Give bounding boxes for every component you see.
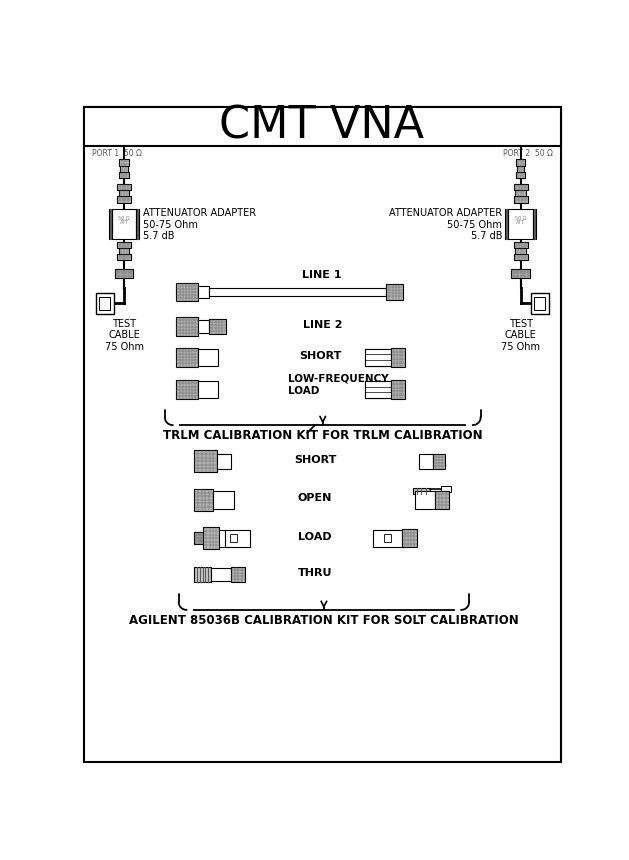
Bar <box>413 488 430 494</box>
Bar <box>442 486 450 492</box>
Text: LINE 1: LINE 1 <box>302 269 342 280</box>
Text: CMT VNA: CMT VNA <box>220 105 425 148</box>
Text: TEST
CABLE
75 Ohm: TEST CABLE 75 Ohm <box>104 319 143 352</box>
Bar <box>391 348 405 366</box>
Bar <box>514 242 528 248</box>
Bar <box>209 319 226 335</box>
Text: AGILENT 85036B CALIBRATION KIT FOR SOLT CALIBRATION: AGILENT 85036B CALIBRATION KIT FOR SOLT … <box>129 614 519 627</box>
Text: ATT: ATT <box>120 220 128 225</box>
Text: SHORT: SHORT <box>294 455 337 464</box>
Text: TRLM CALIBRATION KIT FOR TRLM CALIBRATION: TRLM CALIBRATION KIT FOR TRLM CALIBRATIO… <box>163 429 482 442</box>
Bar <box>365 349 391 366</box>
Text: PORT 1  50 Ω: PORT 1 50 Ω <box>92 150 142 158</box>
Bar <box>511 268 530 278</box>
Bar <box>109 210 112 239</box>
Bar <box>117 196 131 203</box>
Text: PORT 2  50 Ω: PORT 2 50 Ω <box>503 150 553 158</box>
Bar <box>198 320 209 333</box>
Bar <box>531 293 549 314</box>
Bar <box>115 268 133 278</box>
Bar <box>533 210 536 239</box>
Bar <box>515 190 526 196</box>
Bar <box>119 190 130 196</box>
Bar <box>117 254 131 261</box>
Bar <box>194 451 217 472</box>
Bar <box>219 530 225 547</box>
Bar <box>194 489 213 511</box>
Bar <box>535 298 545 310</box>
Bar <box>119 248 130 254</box>
Text: OPEN: OPEN <box>298 494 332 503</box>
Bar <box>505 210 508 239</box>
Bar <box>386 284 403 299</box>
Bar <box>112 210 136 239</box>
Text: SHORT: SHORT <box>299 351 342 360</box>
Bar <box>96 293 114 314</box>
Bar <box>217 453 231 469</box>
Bar <box>194 567 211 582</box>
Bar <box>211 568 231 580</box>
Bar <box>516 172 525 178</box>
Bar <box>198 286 209 298</box>
Bar <box>433 453 445 469</box>
Bar <box>117 184 131 190</box>
Text: ATTENUATOR ADAPTER
50-75 Ohm
5.7 dB: ATTENUATOR ADAPTER 50-75 Ohm 5.7 dB <box>143 208 256 241</box>
Bar <box>435 490 449 509</box>
Bar <box>402 529 418 548</box>
Bar <box>194 532 203 544</box>
Bar <box>516 159 525 166</box>
Bar <box>117 242 131 248</box>
Text: 50 Ω: 50 Ω <box>515 216 526 221</box>
Text: LOW-FREQUENCY
LOAD: LOW-FREQUENCY LOAD <box>288 374 389 396</box>
Text: LINE 2: LINE 2 <box>304 320 343 330</box>
Text: 50 Ω: 50 Ω <box>118 216 130 221</box>
Bar <box>514 184 528 190</box>
Bar <box>514 254 528 261</box>
Bar <box>415 490 435 509</box>
Bar <box>177 317 198 335</box>
Text: TEST
CABLE
75 Ohm: TEST CABLE 75 Ohm <box>501 319 540 352</box>
Bar <box>99 298 110 310</box>
Bar <box>365 349 391 366</box>
Bar <box>508 210 533 239</box>
Bar <box>231 567 245 582</box>
Bar <box>136 210 140 239</box>
Bar <box>120 159 129 166</box>
Bar <box>391 380 405 399</box>
Bar <box>120 166 128 172</box>
Bar <box>373 530 402 547</box>
Bar <box>384 534 391 542</box>
Bar <box>120 172 129 178</box>
Bar <box>177 283 198 301</box>
Bar <box>209 288 386 296</box>
Bar <box>514 196 528 203</box>
Bar <box>177 380 198 399</box>
Bar <box>213 490 234 509</box>
Text: ATT: ATT <box>516 220 525 225</box>
Bar <box>225 530 250 547</box>
Text: THRU: THRU <box>298 568 332 578</box>
Bar <box>198 349 218 366</box>
Bar <box>515 248 526 254</box>
Bar <box>84 107 560 145</box>
Bar <box>365 381 391 398</box>
Bar <box>177 348 198 366</box>
Bar <box>203 527 219 549</box>
Bar <box>230 534 237 542</box>
Text: LOAD: LOAD <box>298 531 332 542</box>
Bar <box>419 453 433 469</box>
Bar <box>198 381 218 398</box>
Text: ATTENUATOR ADAPTER
50-75 Ohm
5.7 dB: ATTENUATOR ADAPTER 50-75 Ohm 5.7 dB <box>389 208 502 241</box>
Bar <box>365 381 391 398</box>
Bar <box>517 166 525 172</box>
